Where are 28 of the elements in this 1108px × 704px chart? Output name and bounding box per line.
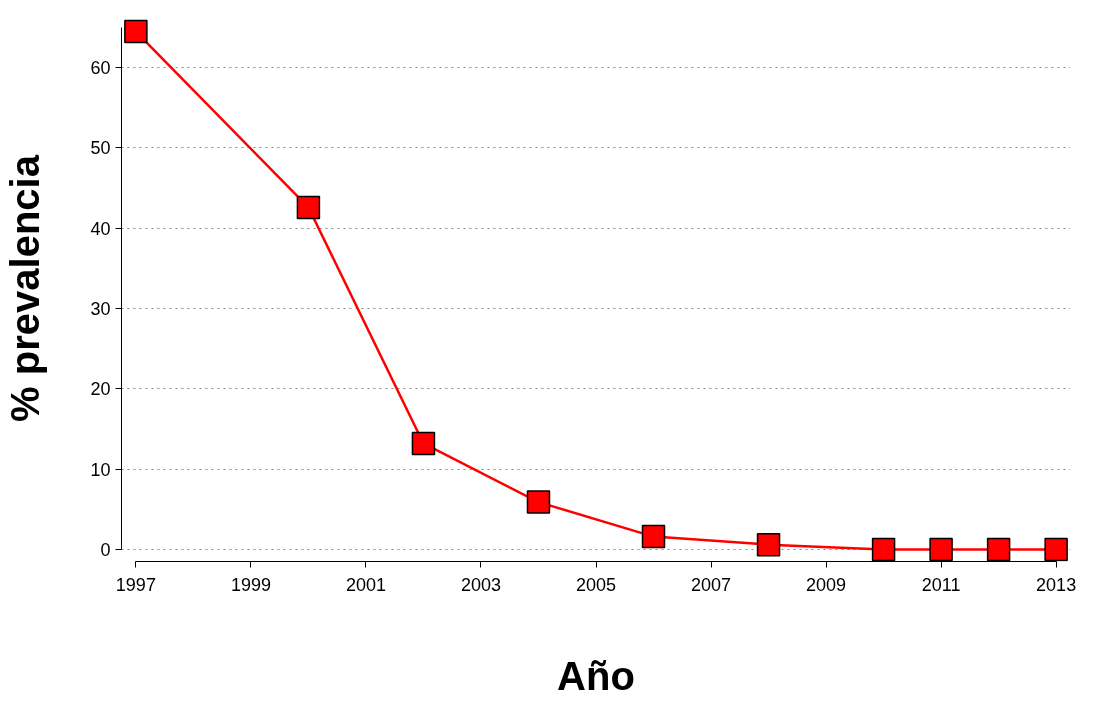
y-tick-label: 40 bbox=[90, 218, 111, 239]
point bbox=[296, 195, 321, 220]
x-tick-label: 2009 bbox=[806, 574, 847, 595]
point bbox=[929, 537, 953, 562]
y-axis-title: % prevalencia bbox=[3, 154, 48, 422]
x-tick-label: 2013 bbox=[1036, 574, 1077, 595]
x-tick-label: 2007 bbox=[691, 574, 732, 595]
y-tick-label: 60 bbox=[90, 58, 111, 79]
point bbox=[1044, 537, 1068, 562]
y-tick-label: 50 bbox=[90, 138, 111, 159]
y-tick-label: 30 bbox=[90, 299, 111, 320]
point bbox=[871, 537, 896, 562]
point bbox=[986, 537, 1011, 562]
x-tick-label: 2005 bbox=[575, 574, 617, 595]
point bbox=[756, 532, 781, 557]
x-axis-title: Año bbox=[557, 653, 635, 698]
point bbox=[641, 524, 666, 549]
y-tick-label: 20 bbox=[90, 379, 111, 400]
x-tick-label: 1997 bbox=[115, 574, 156, 595]
point bbox=[411, 431, 436, 456]
x-tick-label: 2001 bbox=[345, 574, 386, 595]
point bbox=[124, 19, 148, 44]
y-tick-label: 0 bbox=[100, 539, 111, 560]
x-tick-label: 1999 bbox=[230, 574, 271, 595]
x-tick-label: 2003 bbox=[460, 574, 501, 595]
x-tick-label: 2011 bbox=[921, 574, 961, 595]
y-tick-label: 10 bbox=[90, 459, 111, 480]
point bbox=[526, 490, 551, 514]
